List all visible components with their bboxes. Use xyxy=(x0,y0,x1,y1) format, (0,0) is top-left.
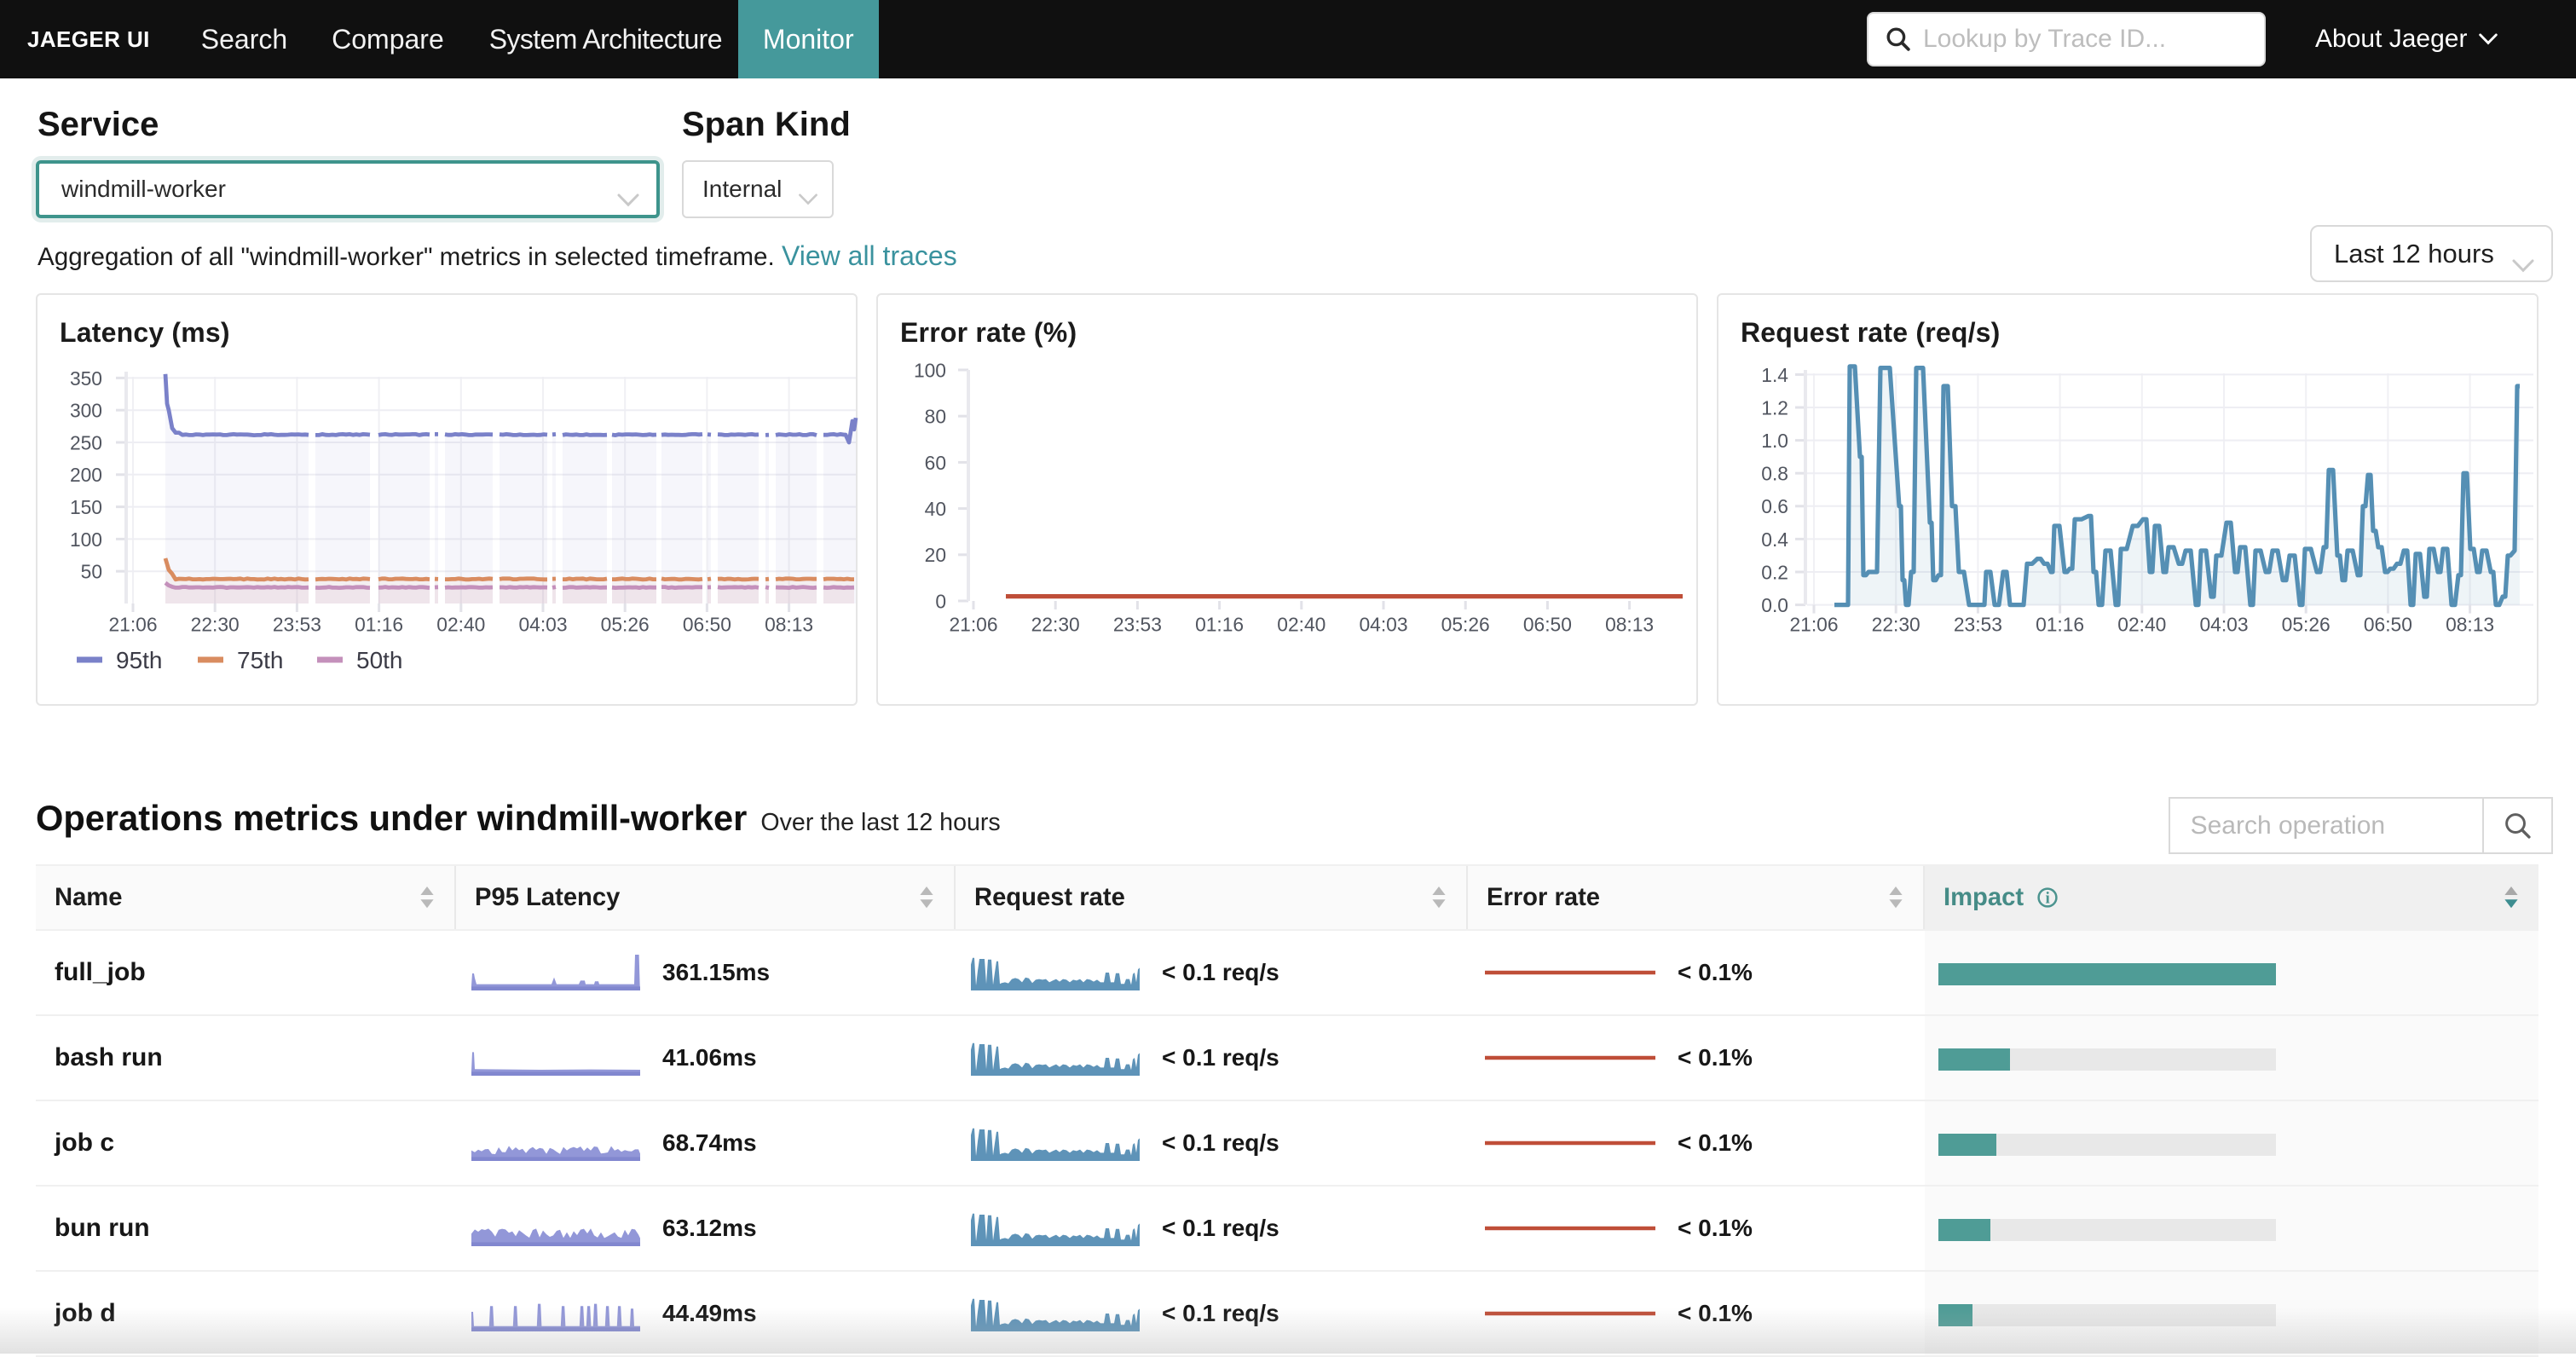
svg-text:50th: 50th xyxy=(356,647,403,673)
svg-text:01:16: 01:16 xyxy=(2036,614,2084,636)
svg-text:01:16: 01:16 xyxy=(1195,614,1244,636)
svg-text:350: 350 xyxy=(70,367,102,390)
svg-text:23:53: 23:53 xyxy=(273,614,321,636)
svg-text:300: 300 xyxy=(70,400,102,422)
svg-text:40: 40 xyxy=(925,498,946,520)
svg-text:95th: 95th xyxy=(116,647,163,673)
svg-text:05:26: 05:26 xyxy=(1441,614,1490,636)
svg-text:1.4: 1.4 xyxy=(1761,364,1788,386)
svg-text:23:53: 23:53 xyxy=(1954,614,2002,636)
svg-text:0.4: 0.4 xyxy=(1761,528,1788,551)
svg-text:50: 50 xyxy=(81,561,102,583)
svg-text:21:06: 21:06 xyxy=(949,614,997,636)
svg-text:06:50: 06:50 xyxy=(683,614,731,636)
svg-text:0.6: 0.6 xyxy=(1761,495,1788,517)
svg-text:04:03: 04:03 xyxy=(1359,614,1407,636)
svg-text:250: 250 xyxy=(70,431,102,453)
svg-text:i: i xyxy=(2046,890,2050,908)
svg-text:08:13: 08:13 xyxy=(1605,614,1654,636)
svg-text:0.8: 0.8 xyxy=(1761,463,1788,485)
svg-text:0.0: 0.0 xyxy=(1761,594,1788,616)
svg-text:05:26: 05:26 xyxy=(2282,614,2331,636)
svg-text:0: 0 xyxy=(935,590,946,612)
svg-text:04:03: 04:03 xyxy=(518,614,567,636)
svg-text:02:40: 02:40 xyxy=(1277,614,1326,636)
svg-text:150: 150 xyxy=(70,496,102,518)
svg-text:21:06: 21:06 xyxy=(108,614,157,636)
svg-text:05:26: 05:26 xyxy=(601,614,650,636)
svg-text:22:30: 22:30 xyxy=(1031,614,1080,636)
svg-text:08:13: 08:13 xyxy=(765,614,813,636)
svg-text:0.2: 0.2 xyxy=(1761,561,1788,583)
svg-text:20: 20 xyxy=(925,544,946,566)
svg-text:100: 100 xyxy=(70,528,102,551)
svg-text:21:06: 21:06 xyxy=(1789,614,1838,636)
svg-text:80: 80 xyxy=(925,406,946,428)
svg-text:22:30: 22:30 xyxy=(191,614,240,636)
svg-text:200: 200 xyxy=(70,464,102,486)
svg-text:60: 60 xyxy=(925,452,946,474)
svg-text:1.2: 1.2 xyxy=(1761,396,1788,419)
svg-text:75th: 75th xyxy=(237,647,284,673)
svg-text:100: 100 xyxy=(914,359,946,381)
svg-text:23:53: 23:53 xyxy=(1113,614,1162,636)
svg-text:01:16: 01:16 xyxy=(355,614,403,636)
svg-text:06:50: 06:50 xyxy=(2364,614,2412,636)
svg-text:06:50: 06:50 xyxy=(1523,614,1572,636)
svg-text:22:30: 22:30 xyxy=(1872,614,1920,636)
svg-text:1.0: 1.0 xyxy=(1761,430,1788,452)
svg-text:02:40: 02:40 xyxy=(436,614,485,636)
svg-text:08:13: 08:13 xyxy=(2446,614,2494,636)
svg-text:02:40: 02:40 xyxy=(2117,614,2166,636)
svg-text:04:03: 04:03 xyxy=(2199,614,2248,636)
